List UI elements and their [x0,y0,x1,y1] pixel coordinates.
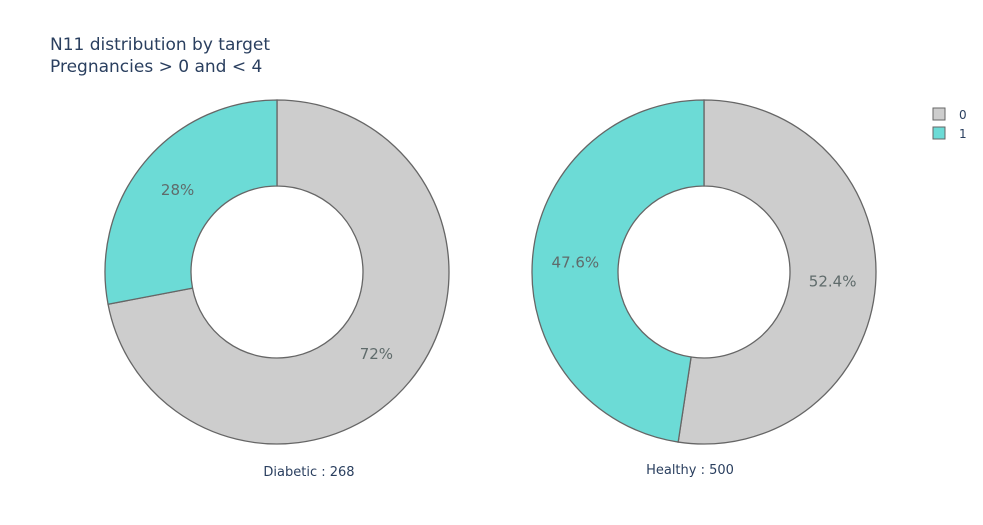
slice-label-diabetic-0: 72% [360,345,393,363]
legend-item-1[interactable]: 1 [932,126,967,141]
chart-title: N11 distribution by target [50,35,270,55]
legend-label-0: 0 [959,108,967,122]
slice-label-healthy-0: 52.4% [809,273,857,291]
donut-caption-diabetic: Diabetic : 268 [263,465,354,480]
legend-label-1: 1 [959,127,967,141]
donut-slice-healthy-1[interactable] [531,99,705,443]
donut-chart-healthy: 52.4% 47.6% [531,99,877,445]
donut-slice-diabetic-1[interactable] [104,99,278,305]
chart-subtitle: Pregnancies > 0 and < 4 [50,57,262,77]
donut-slice-diabetic-0[interactable] [107,99,450,445]
donut-chart-diabetic: 72% 28% [104,99,450,445]
legend-swatch-0 [932,107,946,121]
donut-slice-healthy-0[interactable] [677,99,877,445]
legend: 0 1 [932,107,967,141]
slice-label-diabetic-1: 28% [161,181,194,199]
legend-swatch-1 [932,126,946,140]
legend-item-0[interactable]: 0 [932,107,967,122]
slice-label-healthy-1: 47.6% [552,253,600,271]
donut-caption-healthy: Healthy : 500 [646,463,734,478]
